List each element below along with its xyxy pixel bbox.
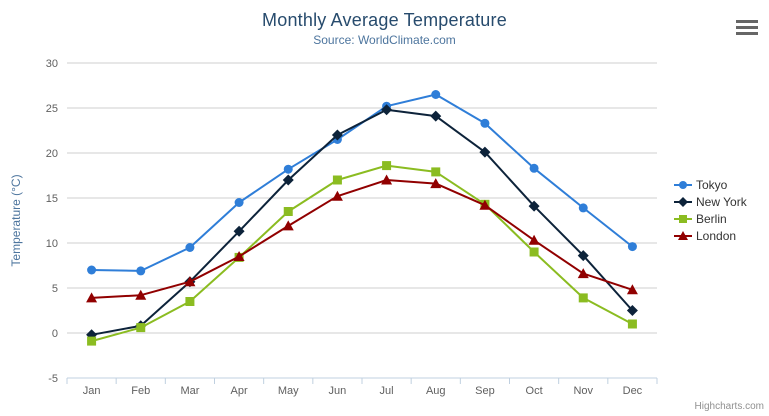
square-marker[interactable] xyxy=(185,297,195,306)
circle-marker[interactable] xyxy=(578,203,588,213)
square-marker[interactable] xyxy=(431,167,441,177)
credits-link[interactable]: Highcharts.com xyxy=(694,401,764,412)
circle-marker[interactable] xyxy=(679,180,687,189)
square-marker[interactable] xyxy=(627,319,637,329)
legend-label: New York xyxy=(696,194,747,209)
triangle-marker[interactable] xyxy=(528,234,540,245)
triangle-marker[interactable] xyxy=(626,284,638,295)
series-tokyo[interactable] xyxy=(87,90,637,276)
diamond-marker[interactable] xyxy=(678,196,688,207)
circle-marker[interactable] xyxy=(283,164,293,174)
circle-marker[interactable] xyxy=(480,118,490,128)
x-axis-tick-label: Jan xyxy=(83,385,101,397)
hamburger-bar xyxy=(736,31,758,35)
square-marker[interactable] xyxy=(578,293,588,303)
triangle-legend-marker xyxy=(674,230,692,240)
triangle-marker[interactable] xyxy=(282,220,294,231)
series-line[interactable] xyxy=(90,179,634,299)
circle-marker[interactable] xyxy=(87,265,97,275)
x-axis-tick-label: Mar xyxy=(180,385,199,397)
x-axis-tick-label: May xyxy=(278,385,299,397)
x-axis-tick-label: Oct xyxy=(526,385,543,397)
square-marker[interactable] xyxy=(332,175,342,185)
square-marker[interactable] xyxy=(283,207,293,216)
diamond-legend-marker xyxy=(674,196,692,207)
x-axis-tick-label: Nov xyxy=(573,385,593,397)
triangle-marker[interactable] xyxy=(331,190,343,201)
y-axis-tick-label: 30 xyxy=(46,58,58,70)
legend-label: London xyxy=(696,228,737,243)
legend-label: Tokyo xyxy=(696,177,728,192)
chart-title: Monthly Average Temperature xyxy=(262,10,507,30)
triangle-marker[interactable] xyxy=(678,230,688,240)
circle-marker[interactable] xyxy=(136,266,146,276)
y-axis-tick-label: 10 xyxy=(46,238,58,250)
triangle-marker[interactable] xyxy=(86,292,98,303)
chart-subtitle: Source: WorldClimate.com xyxy=(313,33,456,47)
hamburger-bar xyxy=(736,19,758,23)
square-marker[interactable] xyxy=(529,247,539,257)
x-axis-tick-label: Sep xyxy=(475,385,495,397)
circle-marker[interactable] xyxy=(627,242,637,252)
y-axis-tick-label: -5 xyxy=(48,373,58,385)
circle-marker[interactable] xyxy=(234,198,244,207)
series-new-york[interactable] xyxy=(86,104,638,341)
diamond-marker[interactable] xyxy=(430,110,442,122)
legend-item-london[interactable]: London xyxy=(674,227,747,244)
legend-item-tokyo[interactable]: Tokyo xyxy=(674,176,747,193)
diamond-marker[interactable] xyxy=(528,200,540,212)
triangle-marker[interactable] xyxy=(135,289,147,300)
legend-item-berlin[interactable]: Berlin xyxy=(674,210,747,227)
triangle-marker[interactable] xyxy=(381,174,393,185)
x-axis-tick-label: Jun xyxy=(329,385,347,397)
x-axis-tick-label: Apr xyxy=(231,385,248,397)
series-line[interactable] xyxy=(90,108,634,336)
series-line[interactable] xyxy=(90,93,634,272)
x-axis-tick-label: Aug xyxy=(426,385,446,397)
square-marker[interactable] xyxy=(87,336,97,346)
diamond-marker[interactable] xyxy=(331,129,343,141)
circle-marker[interactable] xyxy=(431,90,441,99)
hamburger-icon[interactable] xyxy=(735,17,759,37)
diamond-marker[interactable] xyxy=(626,305,638,316)
series-london[interactable] xyxy=(86,174,638,303)
diamond-marker[interactable] xyxy=(577,250,589,262)
y-axis-tick-label: 25 xyxy=(46,103,58,115)
square-legend-marker xyxy=(674,214,692,223)
legend-item-new-york[interactable]: New York xyxy=(674,193,747,210)
circle-marker[interactable] xyxy=(185,243,195,252)
y-axis-tick-label: 15 xyxy=(46,193,58,205)
x-axis-tick-label: Jul xyxy=(380,385,394,397)
triangle-marker[interactable] xyxy=(479,199,491,210)
circle-legend-marker xyxy=(674,180,692,189)
diamond-marker[interactable] xyxy=(282,174,294,186)
y-axis-tick-label: 20 xyxy=(46,148,58,160)
diamond-marker[interactable] xyxy=(381,104,393,116)
diamond-marker[interactable] xyxy=(479,146,491,158)
hamburger-bar xyxy=(736,25,758,29)
legend-label: Berlin xyxy=(696,211,727,226)
circle-marker[interactable] xyxy=(529,163,539,173)
y-axis-tick-label: 5 xyxy=(52,283,58,295)
y-axis-tick-label: 0 xyxy=(52,328,58,340)
triangle-marker[interactable] xyxy=(233,251,245,261)
x-axis-tick-label: Dec xyxy=(623,385,643,397)
chart-legend: Tokyo New York Berlin London xyxy=(674,176,747,244)
y-axis-title: Temperature (°C) xyxy=(9,174,23,266)
series-line[interactable] xyxy=(90,164,634,343)
triangle-marker[interactable] xyxy=(430,178,442,189)
square-marker[interactable] xyxy=(136,323,146,333)
square-marker[interactable] xyxy=(679,214,687,223)
x-axis-tick-label: Feb xyxy=(131,385,150,397)
triangle-marker[interactable] xyxy=(184,276,196,287)
diamond-marker[interactable] xyxy=(233,225,245,237)
square-marker[interactable] xyxy=(382,161,392,171)
triangle-marker[interactable] xyxy=(577,268,589,279)
